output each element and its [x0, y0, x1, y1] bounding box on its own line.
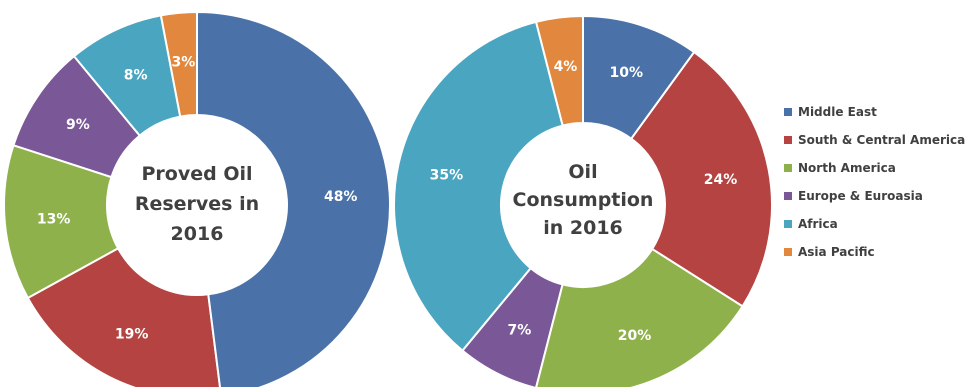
legend-label: Asia Pacific — [798, 245, 875, 259]
donut-slice — [535, 247, 744, 387]
legend-label: South & Central America — [798, 133, 966, 147]
legend-swatch — [784, 220, 792, 228]
legend-item: Europe & Euroasia — [784, 183, 979, 209]
slice-value-label: 8% — [124, 68, 148, 84]
donut-slice — [72, 14, 182, 138]
slice-value-label: 7% — [508, 323, 532, 339]
donut-slice — [393, 20, 564, 353]
center-title-line-3: 2016 — [171, 223, 224, 245]
donut-slice — [582, 14, 696, 141]
donut-slice — [26, 247, 221, 387]
legend-swatch — [784, 164, 792, 172]
legend-swatch — [784, 192, 792, 200]
slice-value-label: 35% — [430, 167, 464, 183]
slice-value-label: 9% — [66, 117, 90, 133]
legend: Middle East South & Central America Nort… — [778, 94, 979, 312]
legend-swatch — [784, 108, 792, 116]
slice-value-label: 4% — [554, 59, 578, 75]
legend-item: Middle East — [784, 99, 979, 125]
donut-slice — [461, 266, 564, 387]
center-title-line-1: Oil — [568, 161, 597, 183]
slice-value-label: 24% — [704, 172, 738, 188]
slice-value-label: 19% — [115, 326, 149, 342]
legend-label: Middle East — [798, 105, 877, 119]
slice-value-label: 20% — [618, 328, 652, 344]
donut-chart-consumption: Oil Consumption in 2016 10% 24% 20% 7% 35% 4% — [393, 14, 773, 387]
slice-value-label: 48% — [324, 189, 358, 205]
donut-chart-reserves: Proved Oil Reserves in 2016 48% 19% 13% 9% 8… — [3, 10, 391, 387]
donut-slice — [12, 54, 142, 179]
legend-swatch — [784, 248, 792, 256]
legend-item: Africa — [784, 211, 979, 237]
center-title-line-3: in 2016 — [543, 217, 623, 239]
legend-label: Europe & Euroasia — [798, 189, 923, 203]
legend-label: Africa — [798, 217, 838, 231]
donut-slice — [196, 10, 391, 387]
slice-value-label: 10% — [610, 65, 644, 81]
center-title-line-2: Reserves in — [135, 193, 259, 215]
center-title-line-1: Proved Oil — [141, 163, 252, 185]
legend-item: Asia Pacific — [784, 239, 979, 265]
slice-value-label: 3% — [172, 55, 196, 71]
legend-swatch — [784, 136, 792, 144]
donut-slice — [3, 144, 120, 300]
legend-label: North America — [798, 161, 896, 175]
donut-slice — [629, 50, 773, 308]
center-title-line-2: Consumption — [513, 189, 654, 211]
slice-value-label: 13% — [37, 212, 71, 228]
legend-item: South & Central America — [784, 127, 979, 153]
legend-item: North America — [784, 155, 979, 181]
